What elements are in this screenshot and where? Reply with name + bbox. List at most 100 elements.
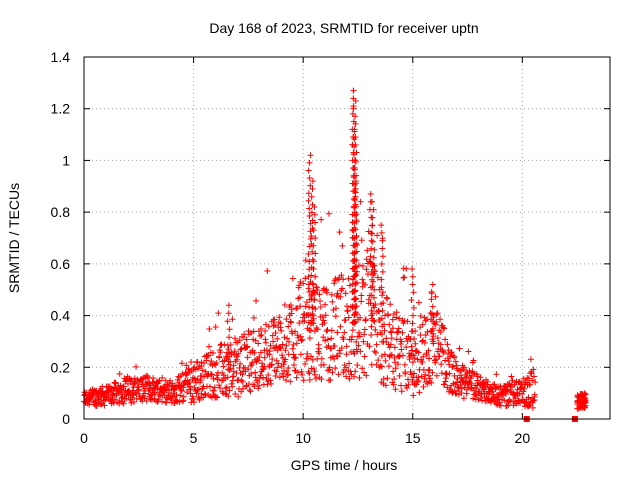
data-point [174, 376, 181, 383]
data-point [441, 325, 448, 332]
data-point [300, 280, 307, 287]
data-point [356, 329, 363, 336]
data-point [146, 385, 153, 392]
data-point [415, 299, 422, 306]
data-point [306, 175, 313, 182]
data-point [289, 275, 296, 282]
data-point [295, 295, 302, 302]
data-point [449, 364, 456, 371]
data-point [366, 343, 373, 350]
data-point [226, 367, 233, 374]
data-point [352, 134, 359, 141]
data-point [180, 397, 187, 404]
y-tick-label: 0.4 [51, 308, 71, 324]
y-tick-label: 0 [62, 411, 70, 427]
data-point [433, 372, 440, 379]
data-point [423, 351, 430, 358]
data-point [363, 372, 370, 379]
data-point [309, 303, 316, 310]
data-point [437, 316, 444, 323]
data-point [409, 273, 416, 280]
data-point [277, 320, 284, 327]
data-point [400, 352, 407, 359]
data-point [337, 293, 344, 300]
data-point [368, 237, 375, 244]
data-point [156, 377, 163, 384]
data-point [285, 364, 292, 371]
data-point [365, 296, 372, 303]
data-point [264, 268, 271, 275]
data-point [404, 318, 411, 325]
data-point [322, 301, 329, 308]
data-point [231, 348, 238, 355]
data-point [190, 396, 197, 403]
data-point [338, 272, 345, 279]
data-point [359, 263, 366, 270]
data-point [351, 319, 358, 326]
data-point [185, 380, 192, 387]
data-point [294, 369, 301, 376]
data-point [532, 379, 539, 386]
data-point [394, 329, 401, 336]
data-point [325, 367, 332, 374]
data-point [308, 233, 315, 240]
data-point [371, 262, 378, 269]
data-point [526, 402, 533, 409]
data-point [453, 390, 460, 397]
data-point [369, 272, 376, 279]
data-point [269, 356, 276, 363]
data-point [446, 361, 453, 368]
data-point [378, 352, 385, 359]
data-point [527, 356, 534, 363]
data-point [351, 126, 358, 133]
data-point [497, 402, 504, 409]
data-point [312, 235, 319, 241]
data-point [322, 337, 329, 344]
data-point [393, 309, 400, 316]
data-point [288, 319, 295, 326]
data-point [309, 312, 316, 319]
data-point [408, 343, 415, 350]
data-point [126, 389, 133, 396]
data-point [120, 400, 127, 407]
data-point [306, 376, 313, 383]
data-point [293, 374, 300, 381]
data-point [258, 360, 265, 367]
data-point [468, 380, 475, 387]
data-point [353, 149, 360, 156]
data-point [251, 383, 258, 390]
data-point [265, 371, 272, 378]
data-point [308, 319, 315, 326]
data-point [389, 316, 396, 323]
data-point [342, 316, 349, 323]
data-point [379, 253, 386, 260]
data-point [351, 225, 358, 232]
data-point [470, 395, 477, 402]
data-point [262, 336, 269, 343]
data-point [381, 351, 388, 358]
data-point [343, 343, 350, 350]
data-point [244, 354, 251, 361]
data-point [356, 333, 363, 340]
data-point [225, 366, 232, 373]
data-point [310, 320, 317, 327]
data-point [422, 371, 429, 378]
data-point [437, 341, 444, 348]
data-point [214, 394, 221, 401]
data-point [230, 373, 237, 380]
data-point [307, 182, 314, 189]
data-point [224, 374, 231, 381]
data-point [270, 338, 277, 345]
data-point [441, 381, 448, 388]
data-point [456, 345, 463, 352]
data-point [255, 357, 262, 364]
data-point [343, 351, 350, 358]
data-point [186, 379, 193, 386]
data-point [217, 349, 224, 356]
data-point [213, 393, 220, 400]
data-point [446, 370, 453, 377]
data-point [371, 318, 378, 325]
data-point [355, 342, 362, 349]
data-point [391, 355, 398, 362]
